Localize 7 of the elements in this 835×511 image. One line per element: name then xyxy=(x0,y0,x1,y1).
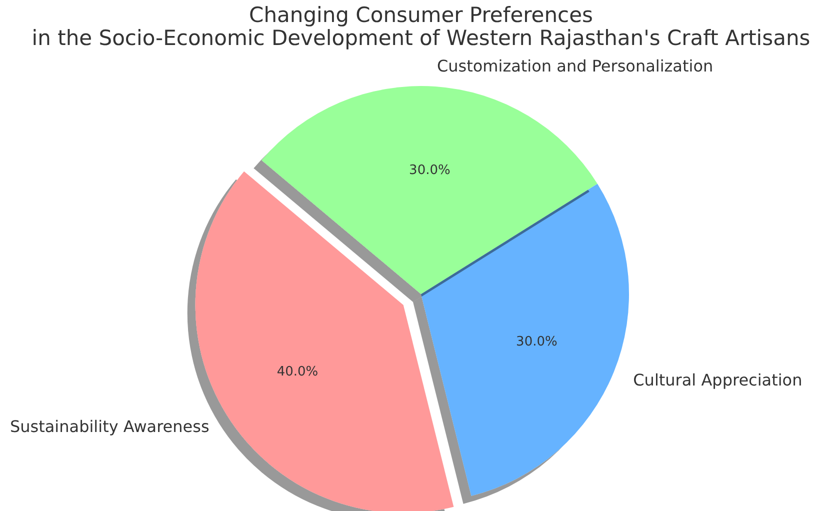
slice-label: Cultural Appreciation xyxy=(633,370,802,390)
chart-title: Changing Consumer Preferences in the Socio-Economic Development of Western Rajasthan's Craft Artisans xyxy=(32,3,810,50)
data-label: 40.0% xyxy=(276,364,318,380)
slice-label: Sustainability Awareness xyxy=(10,416,210,436)
data-label: 30.0% xyxy=(409,163,450,178)
data-label: 30.0% xyxy=(516,334,558,350)
slice-label: Customization and Personalization xyxy=(436,56,714,76)
